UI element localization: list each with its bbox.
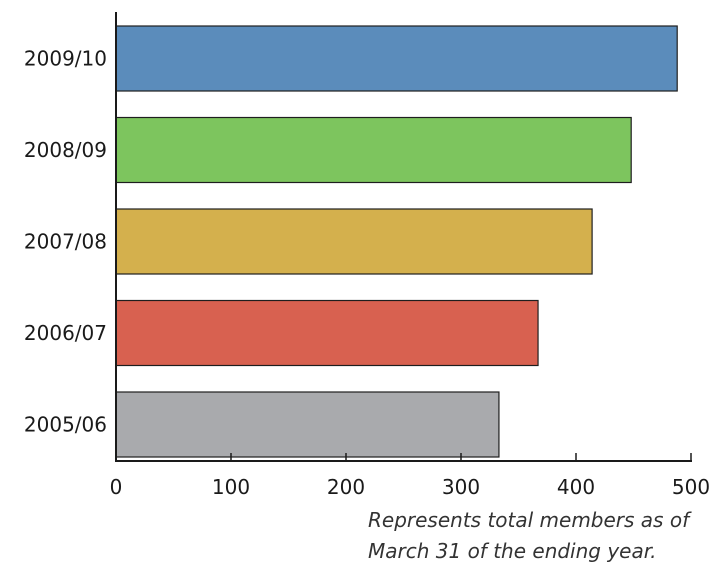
- x-tick-label: 0: [110, 475, 123, 499]
- bar-2006-07: [115, 299, 539, 367]
- bar-2007-08: [115, 208, 593, 275]
- x-tick-label: 300: [442, 475, 480, 499]
- x-tick-label: 500: [672, 475, 710, 499]
- footnote: Represents total members as of March 31 …: [368, 505, 718, 567]
- footnote-line-1: Represents total members as of: [368, 508, 690, 532]
- bar-chart: 2009/10 2008/09 2007/08 2006/07 2005/06 0 100 2…: [24, 12, 710, 499]
- category-label: 2006/07: [24, 321, 107, 345]
- category-label: 2008/09: [24, 138, 107, 162]
- category-label: 2005/06: [24, 413, 107, 437]
- category-label: 2009/10: [24, 47, 107, 71]
- category-label: 2007/08: [24, 230, 107, 254]
- bar-2009-10: [115, 25, 678, 92]
- bar-2005-06: [115, 391, 500, 458]
- x-tick-label: 400: [557, 475, 595, 499]
- x-tick-label: 200: [327, 475, 365, 499]
- bar-2008-09: [115, 116, 632, 184]
- footnote-line-2: March 31 of the ending year.: [368, 539, 657, 563]
- x-tick-label: 100: [212, 475, 250, 499]
